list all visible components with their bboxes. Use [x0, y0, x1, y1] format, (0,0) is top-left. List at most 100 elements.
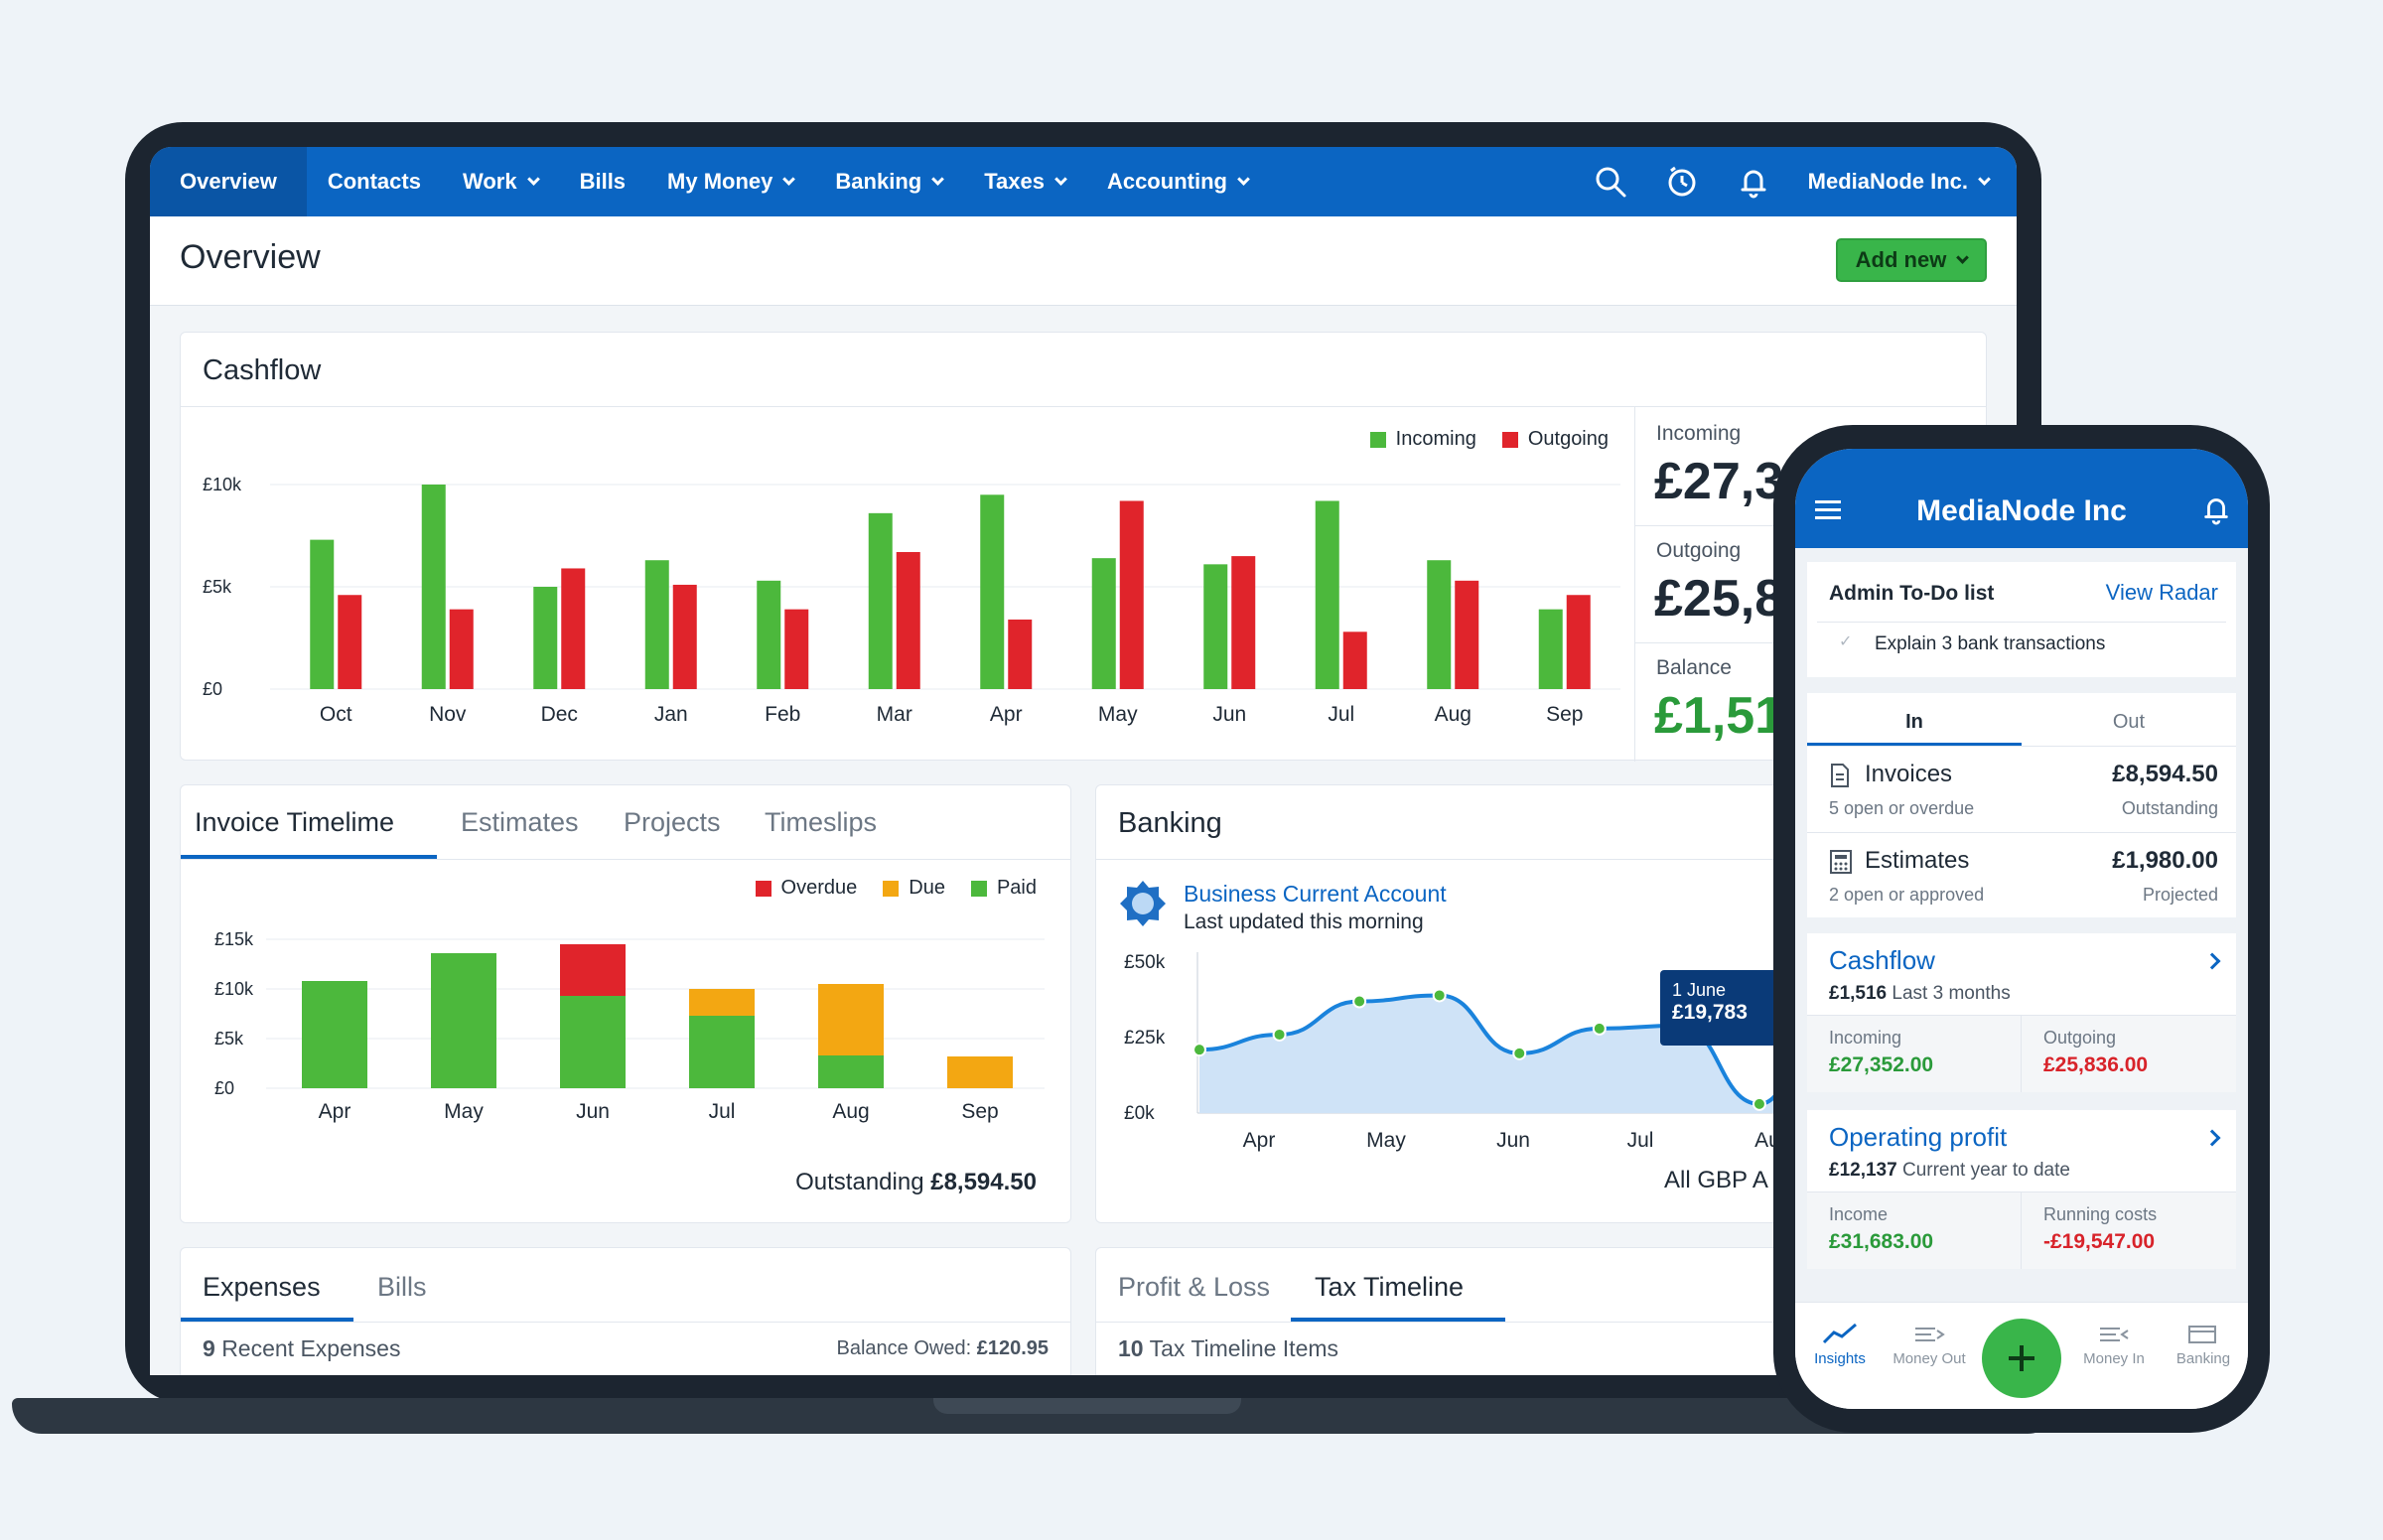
laptop-notch [933, 1398, 1241, 1414]
chevron-down-icon [782, 172, 796, 186]
nav-overview[interactable]: Overview [150, 147, 307, 216]
hamburger-menu-icon[interactable] [1813, 498, 1843, 522]
cashflow-chart: £10k £5k £0 Oct Nov Dec Jan Feb Mar Apr May Jun Jul A… [203, 475, 1620, 726]
bar-outgoing [672, 584, 697, 689]
tab-profit-loss[interactable]: Profit & Loss [1118, 1272, 1271, 1302]
invoice-card: Invoice Timelime Estimates Projects Time… [180, 784, 1071, 1223]
incoming-value: £27,352.00 [1829, 1053, 1934, 1076]
legend-incoming: Incoming [1369, 428, 1476, 451]
x-tick-label: Feb [765, 703, 800, 726]
x-tick-label: May [1366, 1129, 1406, 1152]
tab-estimates[interactable]: Estimates [461, 807, 579, 837]
tab-expenses[interactable]: Expenses [203, 1272, 321, 1302]
swatch [970, 880, 987, 897]
org-switcher[interactable]: MediaNode Inc. [1808, 169, 1991, 195]
bar-incoming [421, 485, 446, 689]
bar-paid [818, 1055, 884, 1088]
phone-profit-card[interactable]: Operating profit £12,137 Current year to… [1807, 1110, 2236, 1269]
x-tick-label: Dec [541, 703, 578, 726]
legend-label: Paid [996, 877, 1037, 899]
add-new-button[interactable]: Add new [1836, 238, 1987, 282]
tab-tax-timeline[interactable]: Tax Timeline [1315, 1272, 1465, 1302]
legend-label: Overdue [780, 877, 858, 899]
money-out-icon [1915, 1328, 1945, 1341]
expenses-card: Expenses Bills 9 Recent Expenses Balance… [180, 1247, 1071, 1375]
nav-insights[interactable]: Insights [1795, 1321, 1885, 1367]
bar-outgoing [896, 551, 920, 689]
view-radar-link[interactable]: View Radar [2105, 580, 2218, 605]
estimates-label: Estimates [1865, 847, 1970, 874]
incoming-label: Incoming [1829, 1028, 1902, 1048]
x-tick-label: Jun [1212, 703, 1246, 726]
legend-label: Outgoing [1527, 428, 1609, 450]
active-tab-underline [1291, 1318, 1505, 1322]
bar-outgoing [1342, 631, 1367, 689]
nav-bills[interactable]: Bills [559, 147, 646, 216]
banking-title: Banking [1118, 807, 1222, 839]
search-icon[interactable] [1594, 165, 1627, 199]
nav-my-money[interactable]: My Money [646, 147, 814, 216]
todo-item[interactable]: Explain 3 bank transactions [1875, 633, 2106, 654]
chevron-down-icon [526, 172, 540, 186]
checkmark-icon[interactable]: ✓ [1839, 633, 1853, 650]
nav-banking[interactable]: Banking [2159, 1321, 2248, 1367]
bar-incoming [1203, 564, 1228, 689]
balance-value: £1,51 [1654, 687, 1784, 745]
x-tick-label: Jul [1328, 703, 1354, 726]
nav-banking[interactable]: Banking [814, 147, 963, 216]
tab-projects[interactable]: Projects [624, 807, 721, 837]
divider [1807, 832, 2236, 833]
phone-profit-summary: £12,137 Current year to date [1829, 1160, 2070, 1182]
x-tick-label: May [444, 1100, 484, 1123]
x-tick-label: Jun [1496, 1129, 1530, 1152]
y-tick-label: £25k [1124, 1028, 1166, 1049]
costs-box: Running costs -£19,547.00 [2022, 1191, 2236, 1269]
bar-due [818, 984, 884, 1055]
bar-outgoing [1231, 556, 1256, 689]
legend-outgoing: Outgoing [1501, 428, 1609, 451]
tab-invoice-timeline[interactable]: Invoice Timelime [195, 807, 395, 837]
balance-owed-label: Balance Owed: [836, 1337, 972, 1359]
invoices-label: Invoices [1865, 761, 1953, 787]
count-value: 9 [203, 1335, 215, 1361]
estimates-row[interactable]: Estimates 2 open or approved £1,980.00 P… [1807, 833, 2236, 917]
add-button[interactable] [1982, 1319, 2061, 1398]
bell-icon[interactable] [1737, 165, 1770, 199]
nav-contacts[interactable]: Contacts [307, 147, 442, 216]
tab-timeslips[interactable]: Timeslips [765, 807, 878, 837]
incoming-box: Incoming £27,352.00 [1807, 1015, 2022, 1092]
swatch [1369, 431, 1386, 448]
outgoing-value: £25,836.00 [2043, 1053, 2149, 1076]
nav-accounting[interactable]: Accounting [1086, 147, 1269, 216]
bar-incoming [1315, 500, 1339, 689]
bar-outgoing [1119, 500, 1144, 689]
estimates-sub: 2 open or approved [1829, 885, 1985, 905]
phone-cashflow-card[interactable]: Cashflow £1,516 Last 3 months Incoming £… [1807, 933, 2236, 1092]
tab-out[interactable]: Out [2112, 711, 2146, 733]
nav-money-out[interactable]: Money Out [1885, 1321, 1974, 1367]
incoming-label: Incoming [1656, 422, 1742, 445]
timer-icon[interactable] [1665, 165, 1699, 199]
outgoing-value: £25,8 [1654, 570, 1784, 628]
outgoing-box: Outgoing £25,836.00 [2022, 1015, 2236, 1092]
count-label: Tax Timeline Items [1149, 1335, 1339, 1361]
tab-in[interactable]: In [1905, 711, 1923, 733]
invoices-row[interactable]: Invoices 5 open or overdue £8,594.50 Out… [1807, 747, 2236, 832]
nav-label: Money Out [1892, 1350, 1966, 1367]
bank-account-link[interactable]: Business Current Account [1184, 881, 1447, 907]
nav-money-in[interactable]: Money In [2069, 1321, 2159, 1367]
x-tick-label: Aug [1435, 703, 1472, 726]
nav-taxes[interactable]: Taxes [963, 147, 1086, 216]
nav-label: My Money [667, 169, 773, 194]
count-value: 10 [1118, 1335, 1144, 1361]
document-icon [1831, 764, 1849, 787]
nav-work[interactable]: Work [442, 147, 559, 216]
data-point [1512, 1046, 1527, 1060]
bar-incoming [533, 587, 558, 689]
bank-card-icon [2188, 1326, 2216, 1343]
bar-incoming [980, 494, 1005, 689]
bell-icon[interactable] [2200, 492, 2232, 526]
chart-tooltip: 1 June £19,783 [1660, 970, 1777, 1046]
bar-paid [302, 981, 367, 1088]
tab-bills[interactable]: Bills [377, 1272, 427, 1302]
